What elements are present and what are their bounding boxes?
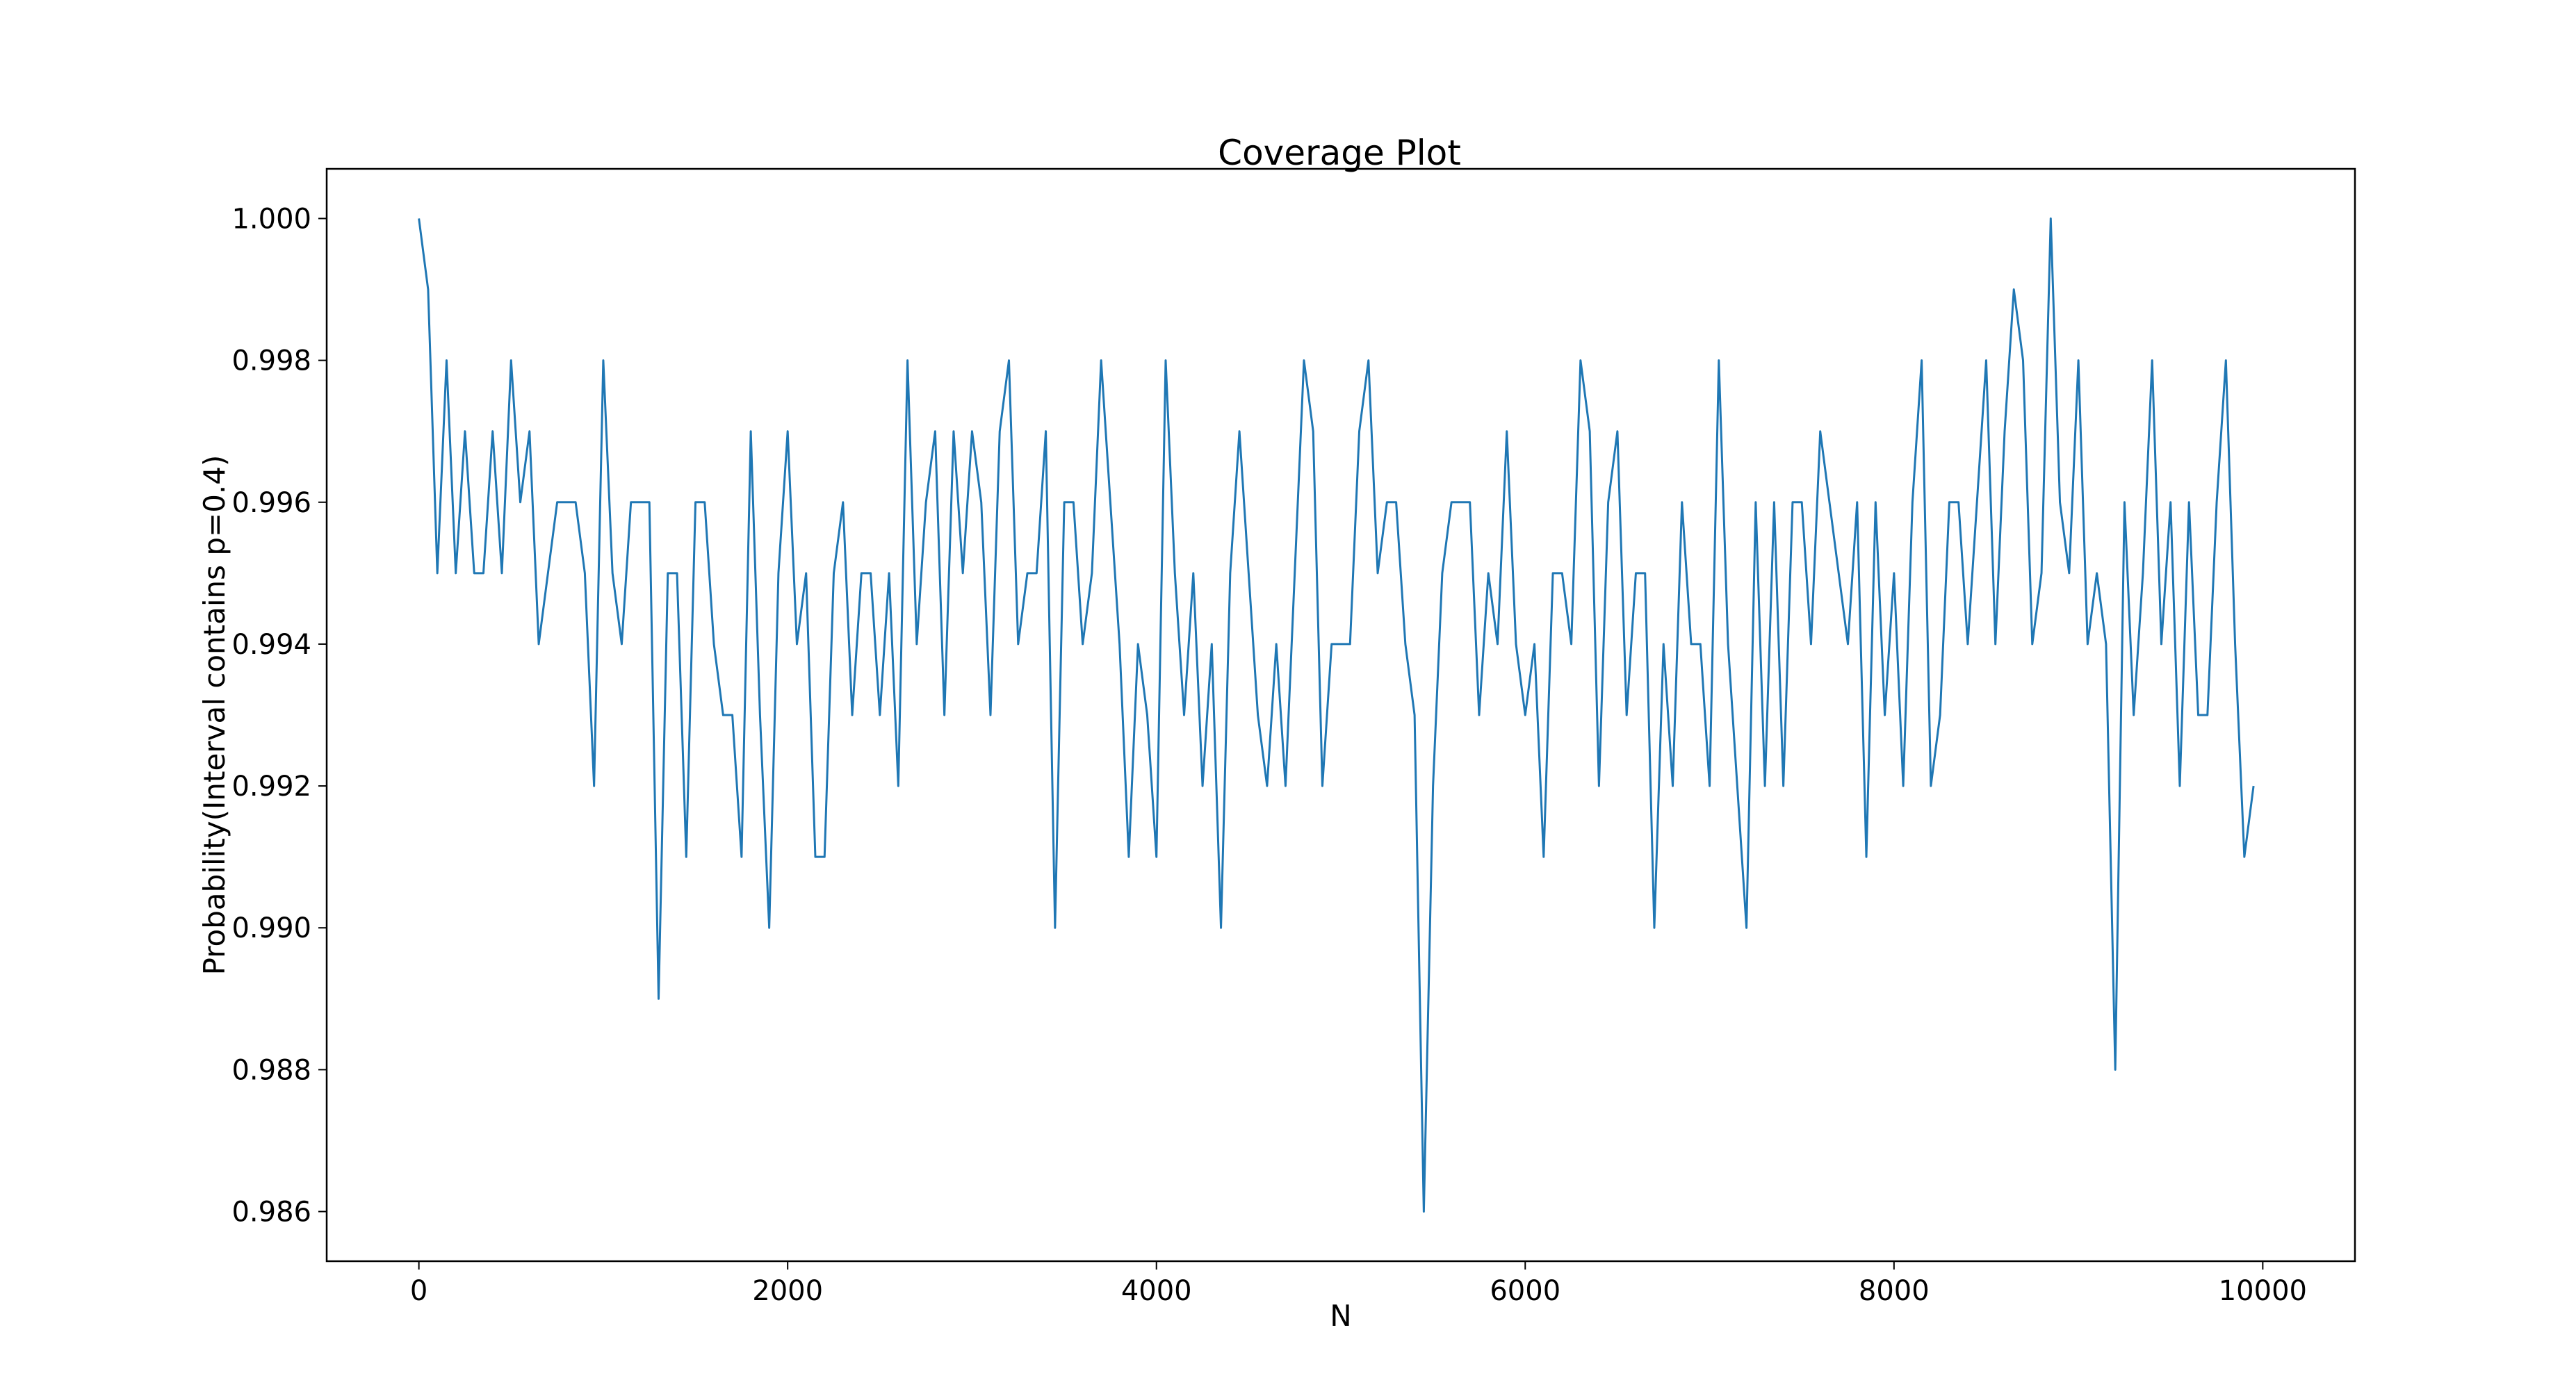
series-layer bbox=[418, 217, 2255, 1213]
x-tick-label: 10000 bbox=[2219, 1275, 2307, 1307]
y-tick-label: 0.996 bbox=[231, 487, 311, 519]
series-line-0 bbox=[418, 217, 2255, 1213]
y-tick-label: 0.990 bbox=[231, 912, 311, 944]
x-tick-label: 8000 bbox=[1859, 1275, 1930, 1307]
y-tick-label: 0.988 bbox=[231, 1054, 311, 1086]
x-tick-label: 2000 bbox=[752, 1275, 823, 1307]
chart-title: Coverage Plot bbox=[1218, 133, 1461, 173]
x-axis-ticks: 0 2000 4000 6000 8000 10000 bbox=[410, 1261, 2307, 1307]
y-axis-ticks: 0.986 0.988 0.990 0.992 0.994 0.996 0.998 1.000 bbox=[231, 203, 327, 1229]
y-tick-label: 1.000 bbox=[231, 203, 311, 235]
x-tick-label: 4000 bbox=[1121, 1275, 1192, 1307]
y-axis-label: Probability(Interval contains p=0.4) bbox=[197, 455, 231, 976]
plot-frame bbox=[325, 167, 2356, 1263]
x-axis-label: N bbox=[1330, 1299, 1351, 1333]
x-tick-label: 6000 bbox=[1490, 1275, 1560, 1307]
y-tick-label: 0.992 bbox=[231, 771, 311, 803]
y-tick-label: 0.998 bbox=[231, 345, 311, 377]
y-tick-label: 0.986 bbox=[231, 1197, 311, 1229]
y-tick-label: 0.994 bbox=[231, 629, 311, 661]
x-tick-label: 0 bbox=[410, 1275, 427, 1307]
